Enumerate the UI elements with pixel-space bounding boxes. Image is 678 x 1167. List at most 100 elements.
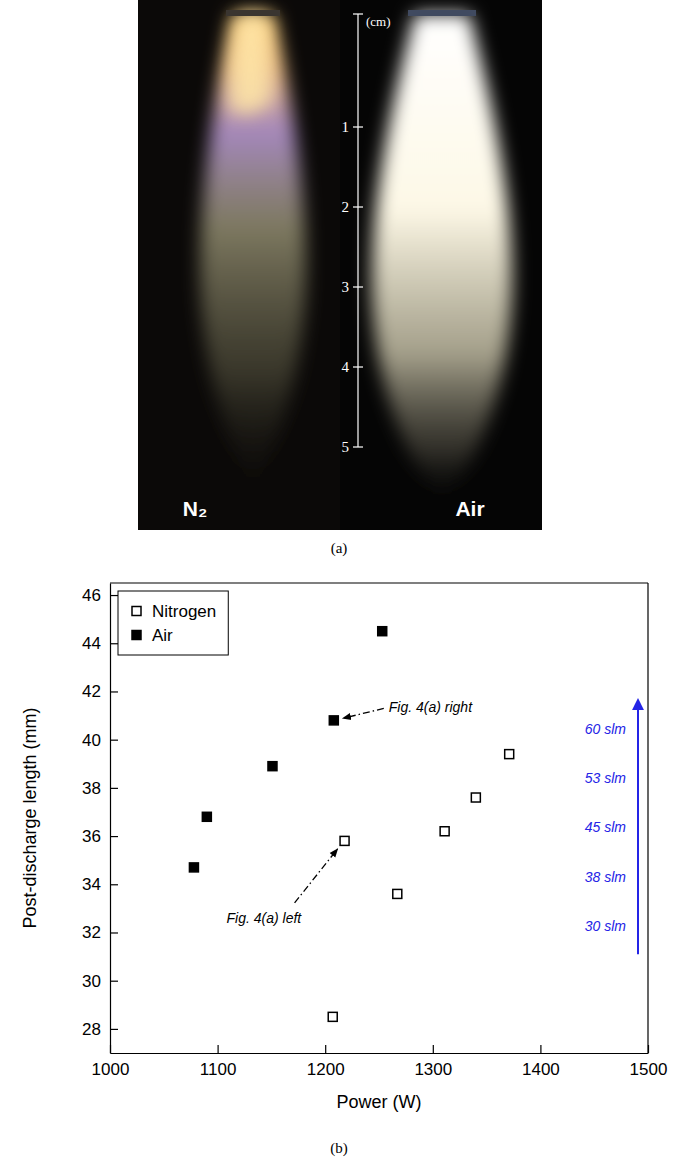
tick-mark bbox=[110, 788, 118, 789]
point bbox=[440, 827, 449, 836]
tick-mark bbox=[325, 1045, 326, 1053]
tick-mark bbox=[648, 1045, 649, 1053]
scale-tick bbox=[353, 13, 363, 14]
caption: (b) bbox=[330, 1140, 348, 1157]
axis-line bbox=[110, 584, 111, 1054]
legend-label: Nitrogen bbox=[152, 602, 216, 621]
flow-rates: 60 slm 53 slm 45 slm 38 slm 30 slm bbox=[585, 701, 638, 955]
scale-tick bbox=[353, 366, 363, 367]
flow-label: 30 slm bbox=[585, 918, 627, 934]
tick-mark bbox=[110, 836, 118, 837]
tick-label: 30 bbox=[82, 972, 101, 991]
annotation: Fig. 4(a) left bbox=[227, 910, 303, 926]
nozzle bbox=[408, 10, 476, 16]
plume-n2-core bbox=[229, 14, 272, 114]
tick: 1300 bbox=[414, 1045, 452, 1079]
panel-label: N₂ bbox=[183, 497, 208, 520]
tick-mark bbox=[110, 884, 118, 885]
tick-label: 1000 bbox=[92, 1060, 130, 1079]
tick-label: 32 bbox=[82, 923, 101, 942]
photo: 12345(cm)N₂Air bbox=[138, 0, 542, 530]
tick-label: 44 bbox=[82, 634, 101, 653]
tick: 46 bbox=[82, 586, 118, 605]
tick: 34 bbox=[82, 875, 118, 894]
tick: 44 bbox=[82, 634, 118, 653]
scale-tick bbox=[353, 206, 363, 207]
point bbox=[393, 889, 402, 898]
tick: 32 bbox=[82, 923, 118, 942]
tick-label: 1500 bbox=[630, 1060, 668, 1079]
flow-label: 53 slm bbox=[585, 770, 627, 786]
y-axis-title: Post-discharge length (mm) bbox=[20, 707, 40, 928]
chart: 1000 1100 1200 1300 1400 1500 28 30 32 34 36 38 40 42… bbox=[20, 583, 667, 1112]
tick: 1200 bbox=[307, 1045, 345, 1079]
scale-tick-label: 4 bbox=[342, 359, 350, 375]
point bbox=[268, 762, 277, 771]
flow-label: 60 slm bbox=[585, 721, 627, 737]
caption: (a) bbox=[331, 540, 348, 557]
tick-label: 46 bbox=[82, 586, 101, 605]
tick-label: 36 bbox=[82, 827, 101, 846]
tick-label: 1300 bbox=[414, 1060, 452, 1079]
scale-unit: (cm) bbox=[366, 14, 391, 29]
annotation-arrow bbox=[295, 849, 338, 903]
tick-mark bbox=[540, 1045, 541, 1053]
flow-label: 38 slm bbox=[585, 869, 627, 885]
tick: 38 bbox=[82, 779, 118, 798]
tick-mark bbox=[110, 740, 118, 741]
panel-label: Air bbox=[455, 497, 484, 520]
tick: 30 bbox=[82, 972, 118, 991]
tick: 36 bbox=[82, 827, 118, 846]
tick-mark bbox=[218, 1045, 219, 1053]
tick-label: 38 bbox=[82, 779, 101, 798]
tick: 28 bbox=[82, 1020, 118, 1039]
tick-label: 1400 bbox=[522, 1060, 560, 1079]
tick-mark bbox=[433, 1045, 434, 1053]
nozzle bbox=[226, 10, 280, 16]
plume-air bbox=[372, 14, 512, 500]
tick-mark bbox=[110, 691, 118, 692]
tick-label: 1200 bbox=[307, 1060, 345, 1079]
annotations: Fig. 4(a) right Fig. 4(a) left bbox=[227, 699, 474, 926]
annotation: Fig. 4(a) right bbox=[389, 699, 473, 715]
annotation-arrow bbox=[343, 708, 384, 718]
tick-mark bbox=[110, 1029, 118, 1030]
plume-n2 bbox=[200, 14, 306, 490]
tick-mark bbox=[110, 643, 118, 644]
frame bbox=[647, 583, 648, 1053]
legend-marker bbox=[132, 607, 141, 616]
tick-label: 40 bbox=[82, 731, 101, 750]
legend: Nitrogen Air bbox=[118, 591, 228, 655]
point bbox=[505, 750, 514, 759]
tick-mark bbox=[110, 981, 118, 982]
tick: 1500 bbox=[630, 1045, 668, 1079]
legend-label: Air bbox=[152, 626, 173, 645]
point bbox=[189, 863, 198, 872]
points bbox=[189, 627, 513, 1022]
point bbox=[329, 716, 338, 725]
tick: 1400 bbox=[522, 1045, 560, 1079]
tick-label: 1100 bbox=[200, 1060, 237, 1079]
x-axis: 1000 1100 1200 1300 1400 1500 bbox=[92, 1045, 668, 1079]
tick: 42 bbox=[82, 682, 118, 701]
flow-label: 45 slm bbox=[585, 819, 627, 835]
figure: 12345(cm)N₂Air(a)10001100120013001400150… bbox=[0, 0, 678, 1167]
axis-line bbox=[111, 1053, 649, 1054]
photo-background bbox=[138, 0, 340, 530]
flow-arrow bbox=[637, 701, 639, 955]
tick: 40 bbox=[82, 731, 118, 750]
tick-mark bbox=[110, 595, 118, 596]
scale-tick-label: 3 bbox=[342, 279, 350, 295]
scale-tick-label: 2 bbox=[342, 199, 350, 215]
scale-tick-label: 5 bbox=[342, 439, 350, 455]
point bbox=[471, 793, 480, 802]
frame bbox=[110, 582, 648, 583]
legend-marker bbox=[132, 631, 141, 640]
scale-tick bbox=[353, 126, 363, 127]
tick-label: 34 bbox=[82, 875, 101, 894]
legend-box bbox=[118, 591, 228, 655]
scale-tick bbox=[353, 446, 363, 447]
tick: 1100 bbox=[200, 1045, 237, 1079]
tick-label: 28 bbox=[82, 1020, 101, 1039]
photo-background bbox=[340, 0, 542, 530]
